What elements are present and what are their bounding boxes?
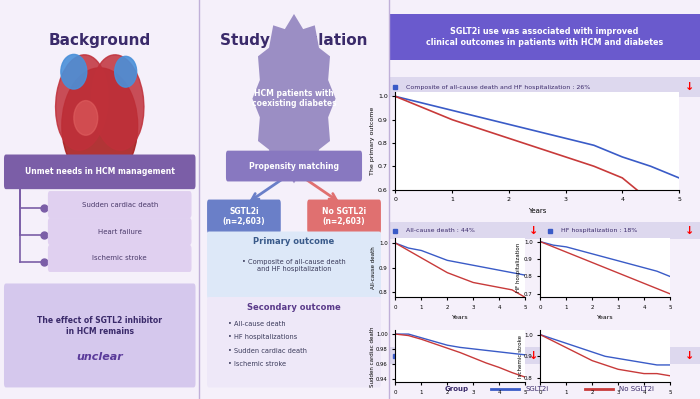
Text: HCM patients with
coexisting diabetes: HCM patients with coexisting diabetes [252,89,336,109]
Text: Group: Group [445,386,469,392]
Text: All-cause death : 44%: All-cause death : 44% [405,228,475,233]
Polygon shape [253,14,335,184]
Text: • Sudden cardiac death: • Sudden cardiac death [228,348,307,354]
FancyBboxPatch shape [207,231,381,299]
X-axis label: Years: Years [597,316,613,320]
Text: • HF hospitalizations: • HF hospitalizations [228,334,297,340]
Text: Sudden cardiac death : 50%: Sudden cardiac death : 50% [405,353,494,358]
Text: Heart failure: Heart failure [98,229,141,235]
Text: Sudden cardiac death: Sudden cardiac death [81,201,158,207]
Text: No SGLT2i: No SGLT2i [619,386,654,392]
Text: HF hospitalization : 18%: HF hospitalization : 18% [561,228,638,233]
FancyBboxPatch shape [389,222,545,239]
Text: ↓: ↓ [528,351,538,361]
Text: ↓: ↓ [685,82,694,92]
Text: Unmet needs in HCM management: Unmet needs in HCM management [25,167,175,176]
Text: SGLT2i: SGLT2i [526,386,549,392]
FancyBboxPatch shape [389,77,700,97]
Text: Ischemic stroke: Ischemic stroke [92,255,147,261]
Text: unclear: unclear [76,352,123,361]
FancyBboxPatch shape [4,154,195,189]
Ellipse shape [61,54,87,89]
Text: Primary outcome: Primary outcome [253,237,335,247]
Y-axis label: All-cause death: All-cause death [371,246,377,289]
FancyBboxPatch shape [226,151,362,182]
Text: ↓: ↓ [528,225,538,235]
FancyBboxPatch shape [389,347,545,364]
FancyBboxPatch shape [207,200,281,233]
Text: • Composite of all-cause death
and HF hospitalization: • Composite of all-cause death and HF ho… [242,259,346,271]
X-axis label: Years: Years [528,208,547,214]
Text: ↓: ↓ [685,225,694,235]
Text: Composite of all-cause death and HF hospitalization : 26%: Composite of all-cause death and HF hosp… [405,85,590,90]
FancyBboxPatch shape [545,222,700,239]
Y-axis label: Sudden cardiac death: Sudden cardiac death [370,326,374,387]
Text: • All-cause death: • All-cause death [228,321,286,327]
Text: Propensity matching: Propensity matching [249,162,339,170]
Ellipse shape [74,101,98,135]
Ellipse shape [92,55,144,150]
Text: Study population: Study population [220,34,368,48]
Text: Ischemic stroke : 26%: Ischemic stroke : 26% [561,353,631,358]
Text: SGTL2i
(n=2,603): SGTL2i (n=2,603) [223,207,265,226]
FancyBboxPatch shape [48,218,192,245]
Text: SGLT2i use was associated with improved
clinical outcomes in patients with HCM a: SGLT2i use was associated with improved … [426,28,663,47]
Ellipse shape [55,55,108,150]
Text: ↓: ↓ [685,351,694,361]
Text: The effect of SGTL2 inhibitor
in HCM remains: The effect of SGTL2 inhibitor in HCM rem… [37,316,162,336]
FancyBboxPatch shape [48,191,192,218]
Y-axis label: The primary outcome: The primary outcome [370,107,375,175]
FancyBboxPatch shape [207,297,381,387]
Text: • Ischemic stroke: • Ischemic stroke [228,361,286,367]
Ellipse shape [62,68,138,184]
Text: No SGTL2i
(n=2,603): No SGTL2i (n=2,603) [322,207,366,226]
Y-axis label: Ischemic stroke: Ischemic stroke [517,335,523,378]
FancyBboxPatch shape [4,283,195,387]
X-axis label: Years: Years [452,316,468,320]
Y-axis label: HF hospitalization: HF hospitalization [516,243,522,292]
FancyBboxPatch shape [48,245,192,272]
Ellipse shape [115,56,136,87]
Text: Secondary outcome: Secondary outcome [247,303,341,312]
Text: Background: Background [48,34,151,48]
FancyBboxPatch shape [307,200,381,233]
FancyBboxPatch shape [545,347,700,364]
FancyBboxPatch shape [389,14,700,60]
